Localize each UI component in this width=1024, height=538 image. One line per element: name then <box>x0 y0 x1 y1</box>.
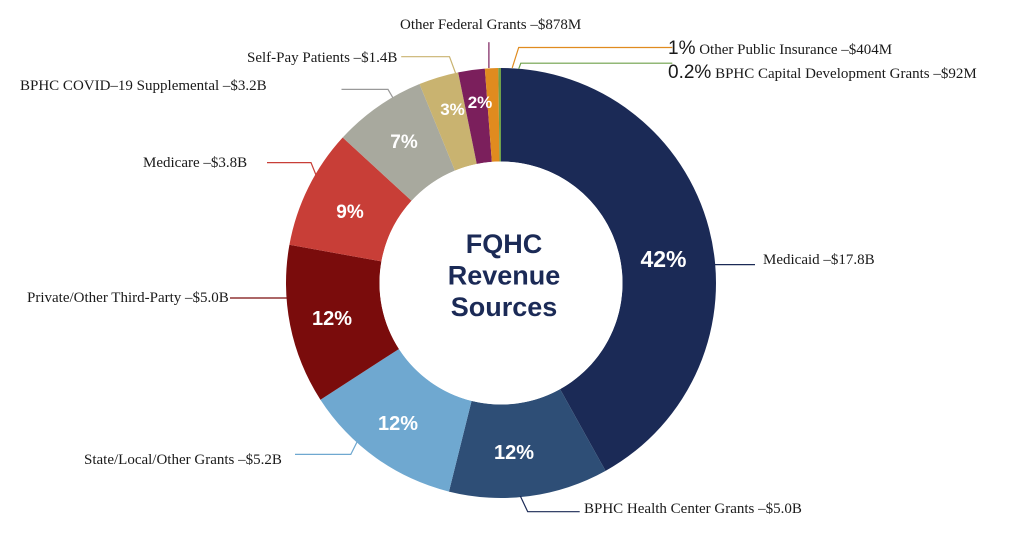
svg-text:FQHC: FQHC <box>466 229 543 259</box>
svg-text:2%: 2% <box>468 93 493 112</box>
svg-text:9%: 9% <box>336 202 364 223</box>
svg-text:3%: 3% <box>440 100 465 119</box>
svg-text:Revenue: Revenue <box>448 260 561 290</box>
svg-text:12%: 12% <box>312 308 352 330</box>
svg-text:12%: 12% <box>494 442 534 464</box>
svg-text:Sources: Sources <box>451 292 558 322</box>
svg-text:7%: 7% <box>390 132 418 153</box>
svg-text:42%: 42% <box>640 246 686 272</box>
svg-text:12%: 12% <box>378 413 418 435</box>
